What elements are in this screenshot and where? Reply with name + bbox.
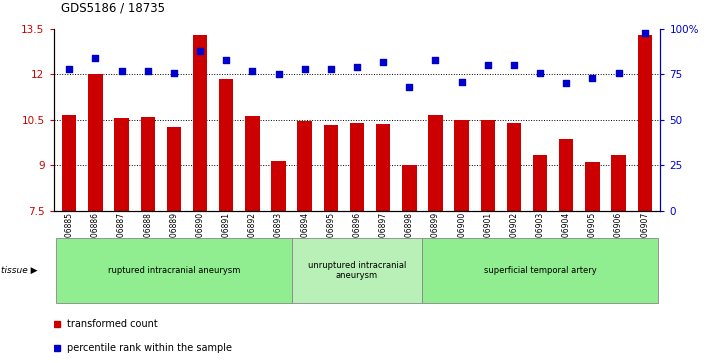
Point bbox=[169, 70, 180, 76]
Text: unruptured intracranial
aneurysm: unruptured intracranial aneurysm bbox=[308, 261, 406, 280]
Point bbox=[430, 57, 441, 63]
Bar bbox=[193, 35, 207, 211]
Point bbox=[482, 62, 493, 68]
Bar bbox=[166, 127, 181, 211]
Text: transformed count: transformed count bbox=[67, 319, 158, 329]
Point bbox=[116, 68, 127, 74]
Point bbox=[90, 55, 101, 61]
Point bbox=[246, 68, 258, 74]
Bar bbox=[611, 155, 625, 211]
Text: percentile rank within the sample: percentile rank within the sample bbox=[67, 343, 232, 352]
Bar bbox=[245, 116, 260, 211]
Point bbox=[142, 68, 154, 74]
Bar bbox=[141, 117, 155, 211]
Point bbox=[64, 66, 75, 72]
Point bbox=[299, 66, 311, 72]
Bar bbox=[481, 120, 495, 211]
Bar bbox=[507, 123, 521, 211]
Bar bbox=[114, 118, 129, 211]
Point bbox=[403, 84, 415, 90]
Text: ruptured intracranial aneurysm: ruptured intracranial aneurysm bbox=[108, 266, 240, 275]
Point bbox=[456, 79, 468, 85]
Bar bbox=[376, 125, 391, 211]
Bar bbox=[533, 155, 548, 211]
Bar bbox=[219, 79, 233, 211]
Bar bbox=[559, 139, 573, 211]
Bar bbox=[323, 125, 338, 211]
Bar bbox=[402, 165, 416, 211]
Bar bbox=[62, 115, 76, 211]
Point bbox=[639, 30, 650, 36]
FancyBboxPatch shape bbox=[291, 238, 423, 303]
Bar bbox=[89, 74, 103, 211]
Text: tissue ▶: tissue ▶ bbox=[1, 266, 37, 275]
Point bbox=[560, 81, 572, 86]
Bar bbox=[638, 35, 652, 211]
Text: GDS5186 / 18735: GDS5186 / 18735 bbox=[61, 1, 165, 15]
Bar bbox=[428, 115, 443, 211]
FancyBboxPatch shape bbox=[423, 238, 658, 303]
Bar bbox=[585, 162, 600, 211]
Point bbox=[325, 66, 336, 72]
Bar bbox=[350, 123, 364, 211]
Point bbox=[378, 59, 389, 65]
Bar bbox=[298, 121, 312, 211]
Point bbox=[508, 62, 520, 68]
Point bbox=[221, 57, 232, 63]
FancyBboxPatch shape bbox=[56, 238, 291, 303]
Point bbox=[613, 70, 624, 76]
Text: superficial temporal artery: superficial temporal artery bbox=[484, 266, 596, 275]
Point bbox=[534, 70, 545, 76]
Point bbox=[587, 75, 598, 81]
Point bbox=[273, 72, 284, 77]
Bar bbox=[454, 120, 469, 211]
Point bbox=[194, 48, 206, 54]
Point bbox=[351, 64, 363, 70]
Bar bbox=[271, 160, 286, 211]
